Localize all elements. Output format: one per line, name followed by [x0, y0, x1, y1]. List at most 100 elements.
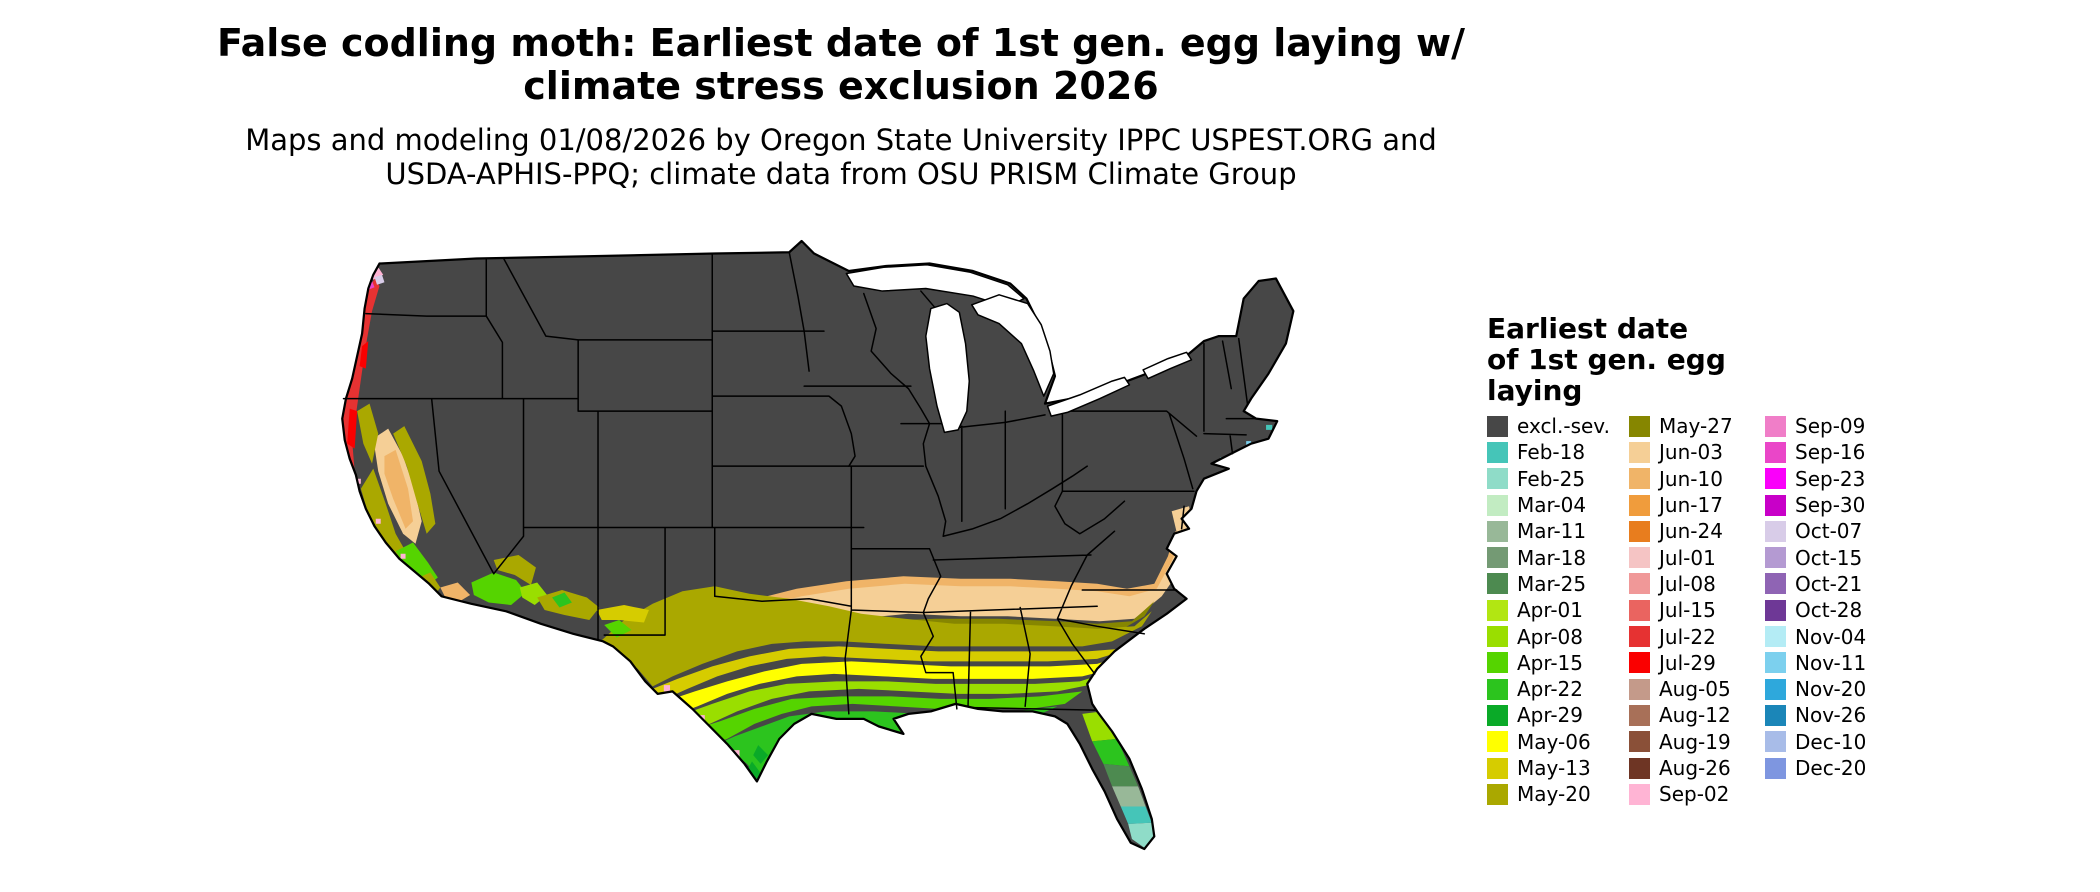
legend-label: Nov-04	[1795, 624, 1867, 649]
legend-label: Sep-16	[1795, 440, 1866, 465]
subtitle: Maps and modeling 01/08/2026 by Oregon S…	[0, 123, 1682, 191]
page-title-line2: climate stress exclusion 2026	[523, 64, 1159, 108]
legend-label: Feb-25	[1517, 466, 1586, 491]
legend-swatch	[1487, 415, 1508, 437]
lake-michigan	[925, 302, 971, 434]
legend-row: Jun-17	[1629, 492, 1765, 518]
legend-swatch	[1629, 626, 1650, 648]
region-elpaso	[604, 620, 632, 638]
region-florida	[1120, 806, 1152, 824]
legend-label: Dec-20	[1795, 756, 1867, 780]
legend-row: Aug-26	[1629, 755, 1765, 781]
legend-swatch	[1629, 520, 1650, 542]
legend-swatch	[1765, 520, 1786, 542]
legend-swatch	[1629, 468, 1650, 490]
legend-label: Sep-02	[1659, 782, 1730, 807]
legend-swatch	[1629, 704, 1650, 726]
legend-swatch	[1629, 783, 1650, 805]
region-nm-south	[596, 605, 649, 623]
legend-label: Aug-05	[1659, 677, 1731, 702]
legend-column: Sep-09 Sep-16 Sep-23 Sep-30 Oct-07 Oct-15 Oct-…	[1765, 413, 1866, 781]
legend-label: Oct-28	[1795, 598, 1863, 623]
region-nm-az	[552, 592, 572, 608]
legend-row: Nov-04	[1765, 623, 1866, 649]
state-borders	[342, 251, 1257, 715]
legend-swatch	[1629, 678, 1650, 700]
legend-swatch	[1765, 415, 1786, 437]
legend-swatch	[1487, 731, 1508, 753]
legend-column: May-27 Jun-03 Jun-10 Jun-17 Jun-24 Jul-01 Jul-…	[1629, 413, 1765, 807]
legend-swatch	[1487, 573, 1508, 595]
legend-swatch	[1765, 626, 1786, 648]
legend-label: Nov-11	[1795, 650, 1867, 675]
legend-swatch	[1487, 520, 1508, 542]
legend-row: Jul-01	[1629, 544, 1765, 570]
legend-label: Aug-12	[1659, 703, 1731, 728]
region-band	[652, 628, 1145, 699]
legend-row: Sep-30	[1765, 492, 1866, 518]
legend-swatch	[1765, 652, 1786, 674]
legend-row: Mar-11	[1487, 518, 1629, 544]
region-west-coast	[347, 341, 369, 449]
region-olympic	[374, 274, 385, 285]
map-land	[342, 241, 1294, 849]
region-florida	[1082, 711, 1118, 742]
legend-row: Jun-03	[1629, 439, 1765, 465]
legend-swatch	[1765, 757, 1786, 779]
legend-label: Mar-25	[1517, 571, 1587, 596]
us-map-svg	[341, 239, 1295, 851]
legend-label: Jul-08	[1659, 571, 1716, 596]
legend-label: Apr-08	[1517, 624, 1583, 649]
subtitle-line2: USDA-APHIS-PPQ; climate data from OSU PR…	[385, 157, 1297, 191]
legend-row: Oct-15	[1765, 544, 1866, 570]
legend-row: Nov-26	[1765, 702, 1866, 728]
legend-swatch	[1487, 547, 1508, 569]
header: False codling moth: Earliest date of 1st…	[0, 22, 1682, 192]
legend-label: Oct-21	[1795, 571, 1863, 596]
legend-row: Sep-16	[1765, 439, 1866, 465]
legend-swatch	[1487, 468, 1508, 490]
great-lakes	[845, 264, 1193, 434]
region-band	[687, 691, 1083, 747]
legend-label: Aug-19	[1659, 729, 1731, 754]
legend-label: Jun-03	[1659, 440, 1723, 465]
us-map	[228, 221, 1420, 884]
legend-label: Apr-15	[1517, 650, 1583, 675]
legend-row: May-06	[1487, 729, 1629, 755]
lake-huron	[971, 294, 1055, 397]
legend-row: Aug-12	[1629, 702, 1765, 728]
legend-row: Mar-25	[1487, 571, 1629, 597]
legend-swatch	[1765, 573, 1786, 595]
legend-label: Feb-18	[1517, 440, 1586, 465]
legend-label: Sep-30	[1795, 493, 1866, 518]
state-border-lines	[342, 251, 1257, 715]
legend-swatch	[1629, 441, 1650, 463]
region-band	[749, 536, 1192, 634]
map-data-regions	[342, 267, 1273, 848]
legend-swatch	[1765, 731, 1786, 753]
legend-swatch	[1487, 441, 1508, 463]
legend-swatch	[1629, 757, 1650, 779]
legend-label: Mar-18	[1517, 545, 1587, 570]
legend-label: Oct-15	[1795, 545, 1863, 570]
legend-swatch	[1765, 678, 1786, 700]
legend-label: Mar-04	[1517, 493, 1587, 518]
region-arizona	[493, 555, 536, 586]
legend-swatch	[1765, 468, 1786, 490]
region-florida	[1112, 786, 1146, 807]
legend-row: Jul-08	[1629, 571, 1765, 597]
legend-row: Jun-24	[1629, 518, 1765, 544]
legend-row: Jul-22	[1629, 623, 1765, 649]
legend-row: Apr-01	[1487, 597, 1629, 623]
legend-row: Oct-07	[1765, 518, 1866, 544]
legend-label: Nov-20	[1795, 677, 1867, 702]
land-base	[342, 241, 1294, 849]
legend-label: Jun-10	[1659, 466, 1723, 491]
legend-swatch	[1487, 757, 1508, 779]
legend-swatch	[1629, 731, 1650, 753]
legend-row: Sep-02	[1629, 781, 1765, 807]
legend-row: Apr-08	[1487, 623, 1629, 649]
legend-row: Apr-29	[1487, 702, 1629, 728]
legend-row: Feb-25	[1487, 466, 1629, 492]
subtitle-line1: Maps and modeling 01/08/2026 by Oregon S…	[245, 123, 1437, 157]
